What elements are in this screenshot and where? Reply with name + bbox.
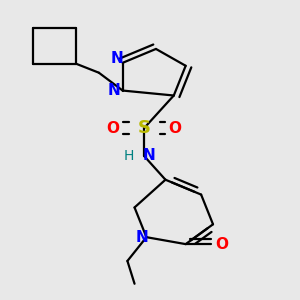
Text: N: N [108,83,121,98]
Text: O: O [106,121,120,136]
Text: N: N [135,230,148,245]
Text: N: N [110,51,123,66]
Text: O: O [215,237,228,252]
Text: H: H [123,149,134,163]
Text: N: N [142,148,155,164]
Text: S: S [138,119,151,137]
Text: O: O [169,121,182,136]
